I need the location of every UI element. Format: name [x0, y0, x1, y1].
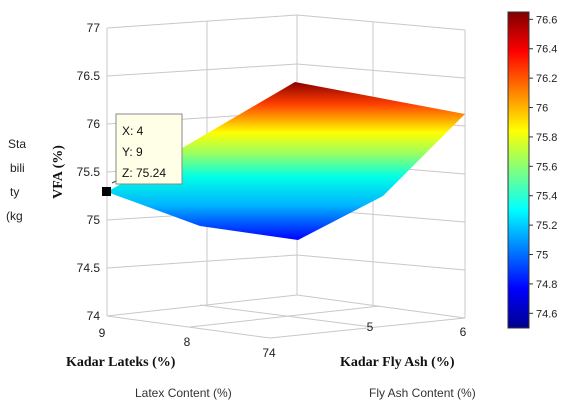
datatip-x: X: 4 [122, 124, 144, 138]
side-label-line-1: Sta [8, 137, 26, 151]
side-label-line-4: (kg [6, 209, 23, 223]
latex-tick-labels: 9 8 74 [99, 326, 276, 360]
colorbar-tick-label: 75.6 [536, 161, 557, 173]
fly-ash-tick-labels: 5 6 [367, 320, 467, 339]
datatip-marker [102, 187, 111, 196]
fly-ash-tick-5: 5 [367, 320, 374, 334]
z-tick-75: 75 [87, 213, 101, 227]
colorbar-tick-label: 75 [536, 250, 548, 262]
side-label-line-2: bili [10, 161, 25, 175]
colorbar-tick-label: 75.2 [536, 220, 557, 232]
latex-tick-8: 8 [184, 335, 191, 349]
datatip[interactable]: X: 4 Y: 9 Z: 75.24 [102, 113, 183, 196]
colorbar-tick-label: 76.4 [536, 44, 557, 56]
z-axis-label: VFA (%) [51, 145, 66, 199]
fly-ash-caption: Fly Ash Content (%) [369, 386, 476, 400]
colorbar-tick-label: 76.6 [536, 14, 557, 26]
side-label-line-3: ty [10, 185, 19, 199]
datatip-y: Y: 9 [122, 145, 143, 159]
z-tick-76: 76 [87, 117, 101, 131]
colorbar-ticks: 76.6 76.4 76.2 76 75.8 75.6 75.4 75.2 75 74.8 74.6 [529, 14, 557, 320]
latex-caption: Latex Content (%) [135, 386, 232, 400]
colorbar-tick-label: 75.4 [536, 191, 557, 203]
colorbar-tick-label: 76 [536, 103, 548, 115]
side-label: Sta bili ty (kg [6, 137, 26, 223]
colorbar-strip [507, 11, 530, 329]
colorbar-tick-label: 74.8 [536, 279, 557, 291]
latex-axis-label: Kadar Lateks (%) [66, 355, 176, 370]
colorbar-tick-label: 76.2 [536, 73, 557, 85]
z-tick-76-5: 76.5 [77, 69, 101, 83]
fly-ash-axis-label: Kadar Fly Ash (%) [340, 355, 455, 370]
z-tick-75-5: 75.5 [77, 165, 101, 179]
latex-tick-9: 9 [99, 326, 106, 340]
vfa-surface [107, 82, 465, 240]
z-tick-74: 74 [87, 309, 101, 323]
latex-tick-74: 74 [262, 346, 276, 360]
colorbar-tick-label: 74.6 [536, 308, 557, 320]
datatip-z: Z: 75.24 [122, 166, 166, 180]
z-tick-77: 77 [87, 21, 101, 35]
z-tick-labels: 77 76.5 76 75.5 75 74.5 74 [77, 21, 101, 323]
fly-ash-tick-6: 6 [460, 325, 467, 339]
colorbar-tick-label: 75.8 [536, 132, 557, 144]
colorbar: 76.6 76.4 76.2 76 75.8 75.6 75.4 75.2 75 74.8 74.6 [507, 11, 557, 329]
z-tick-74-5: 74.5 [77, 261, 101, 275]
